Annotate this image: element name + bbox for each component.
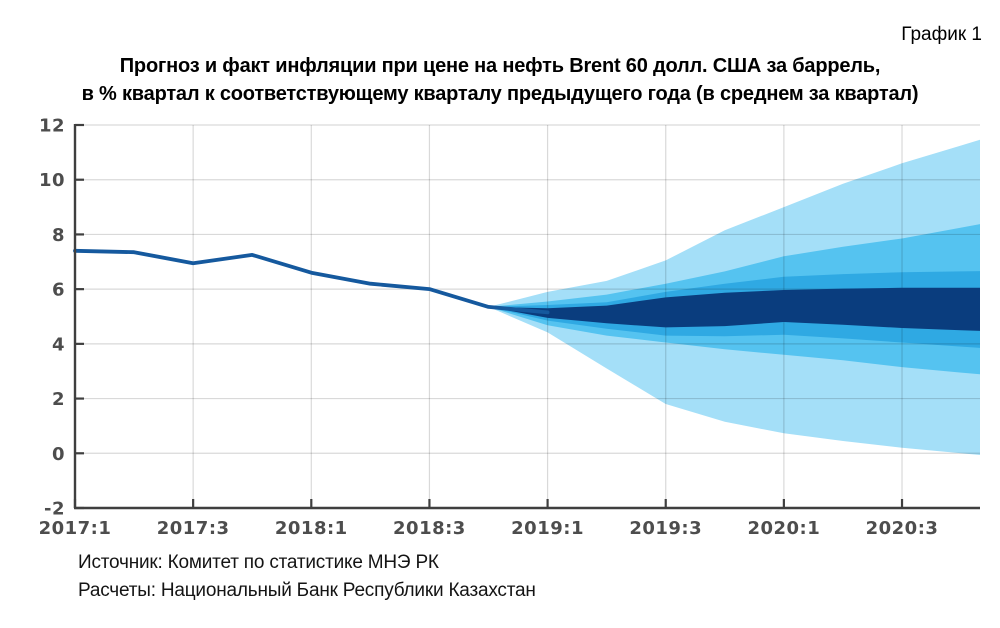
x-tick-label: 2017:3 (157, 518, 230, 539)
x-tick-label: 2019:1 (511, 518, 584, 539)
x-tick-label: 2018:3 (393, 518, 466, 539)
y-tick-label: 0 (52, 444, 65, 465)
x-tick-label: 2020:3 (866, 518, 939, 539)
chart-title-line2: в % квартал к соответствующему кварталу … (81, 83, 919, 105)
x-tick-label: 2017:1 (39, 518, 112, 539)
chart-title-line1: Прогноз и факт инфляции при цене на нефт… (119, 55, 881, 77)
actual-inflation-line (73, 248, 550, 315)
fan-band-core (488, 287, 980, 331)
y-tick-label: 10 (39, 170, 65, 191)
source-note: Источник: Комитет по статистике МНЭ РК (78, 552, 439, 573)
chart-title: Прогноз и факт инфляции при цене на нефт… (0, 52, 1000, 108)
y-tick-label: 2 (52, 389, 65, 410)
x-tick-label: 2019:3 (629, 518, 702, 539)
y-tick-label: 12 (39, 116, 65, 137)
figure-number-label: График 1 (901, 24, 982, 45)
source-notes: Источник: Комитет по статистике МНЭ РК Р… (78, 549, 536, 605)
y-tick-label: 4 (52, 334, 65, 355)
y-tick-label: 6 (52, 280, 65, 301)
y-tick-label: 8 (52, 225, 65, 246)
y-tick-label: -2 (44, 499, 65, 520)
calculations-note: Расчеты: Национальный Банк Республики Ка… (78, 580, 536, 601)
x-tick-label: 2020:1 (747, 518, 820, 539)
x-tick-label: 2018:1 (275, 518, 348, 539)
